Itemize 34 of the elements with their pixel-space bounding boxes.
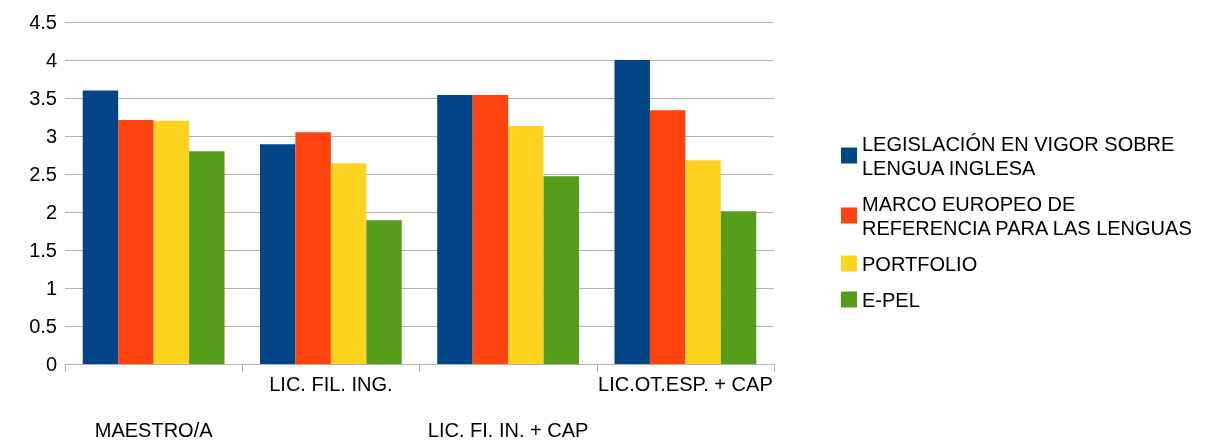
bar [189, 151, 225, 364]
bar [295, 132, 331, 364]
bar [118, 120, 154, 364]
x-tick-label: LIC. FI. IN. + CAP [427, 418, 589, 441]
bar [330, 163, 367, 364]
y-tick-label: 2 [45, 201, 57, 223]
legend-label: LEGISLACIÓN EN VIGOR SOBRE LENGUA INGLESA [862, 132, 1180, 179]
legend-label: PORTFOLIO [862, 252, 978, 275]
x-tick-label: MAESTRO/A [94, 418, 214, 441]
y-tick-label: 0.5 [29, 315, 57, 337]
y-tick-label: 0 [45, 353, 57, 375]
bar [259, 144, 296, 364]
bar [153, 120, 190, 364]
y-tick-label: 3 [45, 125, 57, 147]
x-tick-label: LIC. FIL. ING. [269, 372, 393, 395]
x-tick-label: LIC.OT.ESP. + CAP [598, 372, 773, 395]
y-tick-label: 4 [45, 49, 57, 71]
y-tick-label: 1 [45, 277, 57, 299]
y-tick-label: 4.5 [29, 11, 57, 33]
bar [437, 94, 473, 364]
bar [685, 160, 721, 364]
bar [614, 60, 650, 364]
y-tick-label: 3.5 [29, 87, 57, 109]
bar [720, 211, 757, 364]
y-tick-label: 1.5 [29, 239, 57, 261]
legend-label: MARCO EUROPEO DE REFERENCIA PARA LAS LENGUAS [862, 192, 1192, 239]
bar [508, 126, 544, 364]
bar [366, 220, 402, 364]
y-tick-label: 2.5 [29, 163, 57, 185]
bar [472, 94, 509, 364]
bar [649, 110, 686, 364]
bar [543, 176, 580, 364]
bar [82, 90, 119, 364]
legend-label: E-PEL [862, 288, 920, 311]
